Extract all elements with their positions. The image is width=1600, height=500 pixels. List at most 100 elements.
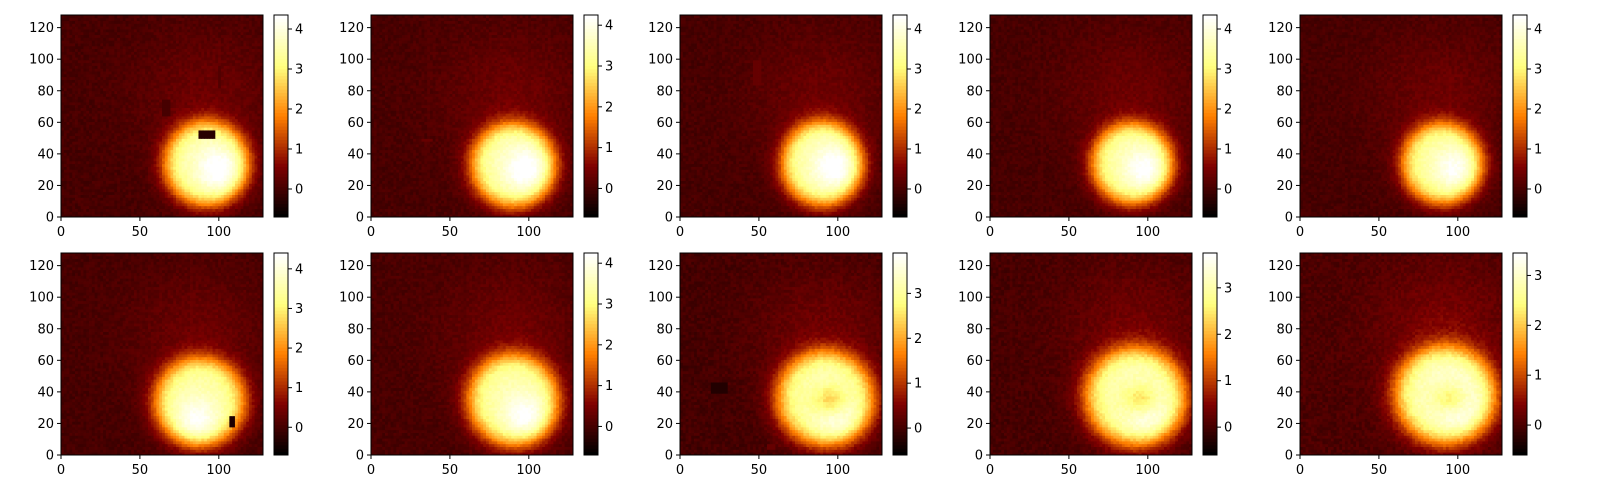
heatmap-cell <box>119 152 124 156</box>
heatmap-cell <box>190 99 194 103</box>
heatmap-cell <box>103 135 107 139</box>
heatmap-cell <box>192 68 197 72</box>
heatmap-cell <box>156 110 160 114</box>
heatmap-cell <box>63 93 68 97</box>
heatmap-cell <box>80 208 84 212</box>
heatmap-cell <box>131 152 135 156</box>
heatmap-cell <box>212 177 216 181</box>
heatmap-cell <box>192 186 197 190</box>
heatmap-cell <box>190 208 194 212</box>
heatmap-cell <box>229 188 233 193</box>
heatmap-cell <box>226 43 230 47</box>
heatmap-cell <box>170 104 174 108</box>
heatmap-cell <box>229 152 233 156</box>
heatmap-cell <box>218 191 222 195</box>
heatmap-cell <box>226 177 230 181</box>
heatmap-cell <box>111 82 115 86</box>
heatmap-cell <box>251 85 255 89</box>
heatmap-cell <box>139 116 143 120</box>
heatmap-cell <box>251 76 255 80</box>
heatmap-cell <box>162 45 166 50</box>
heatmap-cell <box>142 149 146 153</box>
heatmap-cell <box>234 71 239 75</box>
heatmap-cell <box>220 48 225 52</box>
heatmap-cell <box>105 144 110 148</box>
heatmap-cell <box>111 68 115 72</box>
heatmap-cell <box>162 183 166 187</box>
heatmap-cell <box>184 68 188 72</box>
heatmap-cell <box>145 96 149 100</box>
heatmap-cell <box>89 132 93 137</box>
heatmap-cell <box>91 194 96 198</box>
heatmap-cell <box>114 116 118 120</box>
heatmap-cell <box>75 107 79 111</box>
heatmap-cell <box>229 48 233 52</box>
heatmap-cell <box>147 23 152 27</box>
heatmap-cell <box>125 130 129 134</box>
heatmap-cell <box>192 59 197 64</box>
heatmap-cell <box>97 82 101 86</box>
heatmap-cell <box>63 183 68 187</box>
heatmap-cell <box>61 166 65 170</box>
heatmap-cell <box>125 138 129 142</box>
heatmap-cell <box>184 135 188 139</box>
heatmap-cell <box>240 57 244 61</box>
heatmap-cell <box>190 174 194 179</box>
heatmap-cell <box>114 31 118 36</box>
heatmap-cell <box>190 104 194 108</box>
heatmap-cell <box>150 57 154 61</box>
heatmap-cell <box>240 188 244 193</box>
heatmap-cell <box>243 87 247 92</box>
heatmap-cell <box>150 141 154 145</box>
heatmap-cell <box>246 132 250 137</box>
heatmap-cell <box>80 79 84 83</box>
heatmap-cell <box>248 132 253 137</box>
heatmap-cell <box>248 59 253 64</box>
heatmap-cell <box>195 214 199 218</box>
heatmap-cell <box>243 45 247 50</box>
heatmap-cell <box>119 141 124 145</box>
heatmap-cell <box>215 135 219 139</box>
heatmap-cell <box>83 172 87 176</box>
heatmap-cell <box>86 135 90 139</box>
heatmap-cell <box>114 146 118 151</box>
heatmap-cell <box>170 62 174 66</box>
heatmap-cell <box>232 54 236 58</box>
heatmap-cell <box>187 104 191 108</box>
heatmap-cell <box>142 144 146 148</box>
heatmap-cell <box>209 135 213 139</box>
heatmap-cell <box>198 183 202 187</box>
heatmap-cell <box>103 76 107 80</box>
heatmap-cell <box>178 191 183 195</box>
heatmap-cell <box>167 177 171 181</box>
heatmap-cell <box>114 68 118 72</box>
heatmap-cell <box>66 202 70 207</box>
heatmap-cell <box>237 57 241 61</box>
heatmap-cell <box>246 121 250 125</box>
heatmap-cell <box>232 214 236 218</box>
heatmap-cell <box>89 34 93 38</box>
heatmap-cell <box>173 197 177 201</box>
heatmap-cell <box>131 57 135 61</box>
heatmap-cell <box>114 194 118 198</box>
heatmap-cell <box>108 127 112 131</box>
heatmap-cell <box>178 45 183 50</box>
heatmap-cell <box>139 191 143 195</box>
heatmap-cell <box>178 104 183 108</box>
heatmap-cell <box>254 51 258 55</box>
heatmap-cell <box>209 180 213 184</box>
heatmap-cell <box>119 158 124 162</box>
heatmap-cell <box>77 172 82 176</box>
heatmap-cell <box>66 101 70 106</box>
heatmap-cell <box>108 174 112 179</box>
heatmap-cell <box>103 180 107 184</box>
heatmap-cell <box>226 172 230 176</box>
heatmap-cell <box>159 45 163 50</box>
heatmap-cell <box>147 205 152 209</box>
heatmap-cell <box>105 152 110 156</box>
heatmap-cell <box>117 149 121 153</box>
heatmap-cell <box>257 155 261 159</box>
heatmap-cell <box>220 85 225 89</box>
heatmap-cell <box>243 169 247 173</box>
heatmap-cell <box>72 130 76 134</box>
